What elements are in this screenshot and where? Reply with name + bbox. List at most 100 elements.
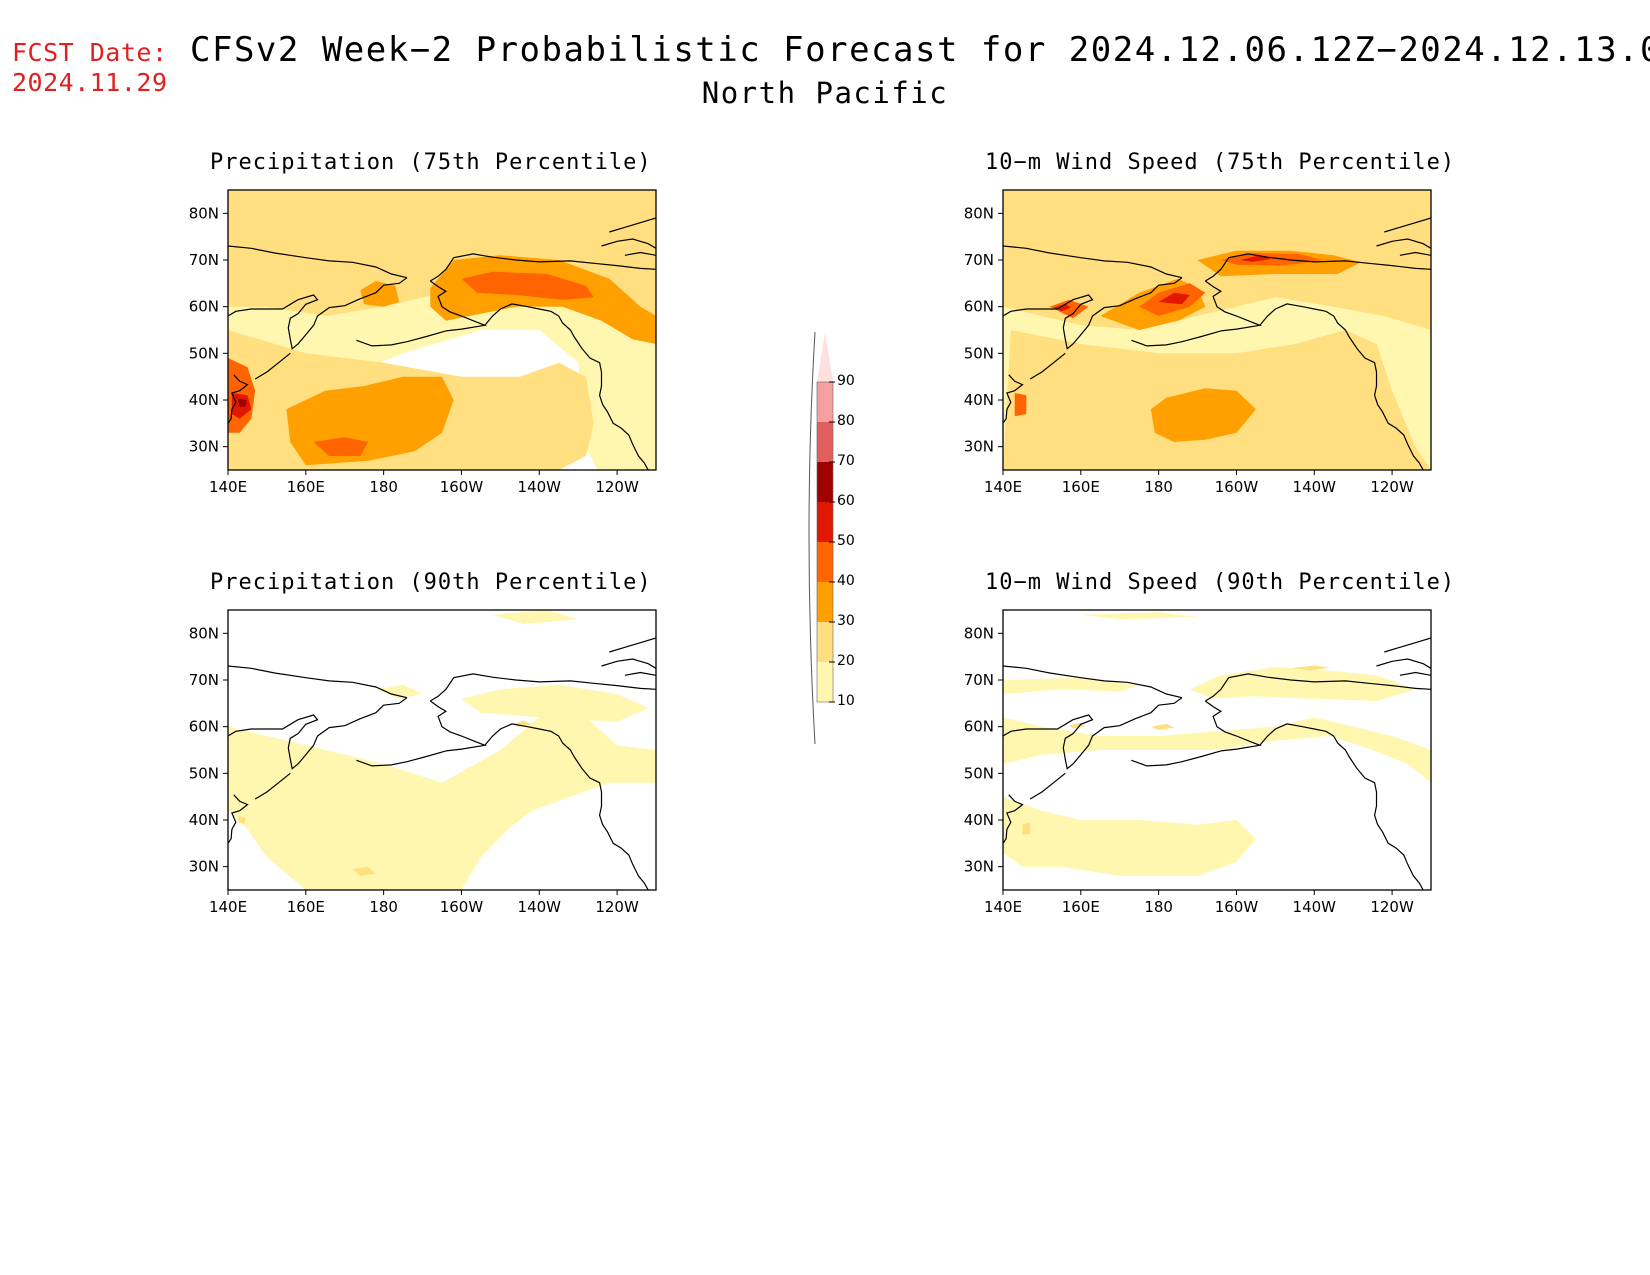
lon-label: 120W: [595, 478, 639, 496]
coastline: [609, 217, 656, 233]
lon-label: 120W: [1370, 898, 1414, 916]
lon-label: 120W: [1370, 478, 1414, 496]
shading-layer: [228, 190, 656, 470]
lon-label: 160W: [1215, 478, 1259, 496]
panel-wind-90: 10−m Wind Speed (90th Percentile) 80N 70N…: [945, 570, 1465, 940]
fcst-date-label: FCST Date:: [12, 38, 168, 67]
coastline-layer: [1003, 637, 1431, 890]
coastline: [1029, 772, 1066, 800]
lat-label: 30N: [189, 858, 219, 876]
coastline: [1399, 671, 1431, 676]
colorbar-edge: [808, 332, 816, 744]
coastline: [1259, 303, 1424, 470]
probability-shading: [1003, 796, 1256, 876]
fcst-date-value: 2024.11.29: [12, 68, 168, 97]
map-frame: [227, 609, 657, 891]
shading-layer: [1003, 612, 1431, 876]
lat-label: 40N: [964, 811, 994, 829]
lat-label: 50N: [189, 344, 219, 362]
coastline: [1003, 794, 1024, 844]
lon-label: 140W: [518, 478, 562, 496]
wind-90-map: 80N 70N 60N 50N 40N 30N 140E 160E 180 160W 140W 120…: [964, 609, 1432, 916]
coastline: [1259, 723, 1424, 890]
lon-label: 180: [369, 478, 398, 496]
lon-label: 160E: [287, 478, 325, 496]
lon-label: 160E: [287, 898, 325, 916]
probability-shading: [1053, 303, 1072, 312]
lon-label: 160W: [1215, 898, 1259, 916]
coastline: [601, 658, 656, 669]
coastline: [228, 665, 408, 699]
coastline-layer: [228, 637, 656, 890]
coastline: [1204, 700, 1263, 752]
probability-shading: [1080, 612, 1198, 620]
panel-precip-75: Precipitation (75th Percentile) 80N 70N 60…: [170, 150, 690, 520]
lon-label: 140W: [518, 898, 562, 916]
coastline: [624, 251, 656, 256]
lon-label: 160E: [1062, 478, 1100, 496]
coastline: [228, 374, 249, 424]
coastline: [1003, 665, 1183, 699]
panel-wind-75: 10−m Wind Speed (75th Percentile) 80N 70N…: [945, 150, 1465, 520]
map-frame: [1002, 609, 1432, 891]
colorbar-segment: [817, 622, 833, 662]
probability-shading: [1003, 677, 1140, 694]
panel-title: 10−m Wind Speed (75th Percentile): [985, 150, 1456, 175]
coastline: [1131, 330, 1222, 347]
panel-title: 10−m Wind Speed (90th Percentile): [985, 570, 1456, 595]
coastline: [484, 723, 649, 890]
probability-shading: [237, 398, 247, 407]
colorbar-segment: [817, 542, 833, 582]
coastline: [1003, 277, 1183, 350]
coastline: [609, 637, 656, 653]
probability-shading: [461, 684, 649, 722]
probability-shading: [313, 437, 369, 456]
coastline: [484, 303, 649, 470]
probability-shading: [512, 720, 532, 728]
lat-label: 60N: [964, 718, 994, 736]
colorbar-segment: [817, 422, 833, 462]
lat-label: 80N: [964, 204, 994, 222]
lon-label: 140E: [209, 478, 247, 496]
coastline: [1204, 280, 1263, 332]
lat-label: 70N: [189, 671, 219, 689]
probability-shading: [228, 717, 656, 890]
precip-90-map: 80N 70N 60N 50N 40N 30N 140E 160E 180 160W 140W 120…: [189, 609, 657, 916]
colorbar-top-arrow: [817, 332, 833, 382]
coastline: [254, 772, 291, 800]
probability-shading: [1150, 388, 1256, 442]
coastline: [429, 253, 656, 282]
coastline: [356, 330, 447, 347]
lat-label: 50N: [964, 764, 994, 782]
probability-shading: [1049, 299, 1089, 319]
lat-label: 40N: [189, 811, 219, 829]
lon-label: 180: [369, 898, 398, 916]
probability-shading: [1220, 253, 1323, 266]
lat-label: 30N: [189, 438, 219, 456]
lon-label: 180: [1144, 898, 1173, 916]
colorbar-segment: [817, 502, 833, 542]
lon-label: 140E: [984, 898, 1022, 916]
map-frame: [227, 189, 657, 471]
lat-label: 50N: [964, 344, 994, 362]
lat-label: 60N: [189, 718, 219, 736]
probability-shading: [352, 866, 376, 876]
panel-title: Precipitation (90th Percentile): [210, 570, 652, 595]
lon-label: 160E: [1062, 898, 1100, 916]
wind-75-map: 80N 70N 60N 50N 40N 30N 140E 160E 180 160W 140W 120…: [964, 189, 1432, 496]
coastline: [1003, 697, 1183, 770]
coastline-layer: [1003, 217, 1431, 470]
coastline: [254, 352, 291, 380]
probability-shading: [1290, 665, 1330, 671]
lon-label: 140E: [209, 898, 247, 916]
colorbar-label: 90: [837, 373, 855, 389]
lon-label: 160W: [440, 898, 484, 916]
lat-label: 80N: [189, 204, 219, 222]
coastline: [1399, 251, 1431, 256]
lat-label: 60N: [189, 298, 219, 316]
lon-label: 180: [1144, 478, 1173, 496]
lat-label: 80N: [189, 624, 219, 642]
coastline: [429, 280, 488, 332]
colorbar-label: 40: [837, 573, 855, 589]
colorbar-graphic: [808, 332, 835, 744]
